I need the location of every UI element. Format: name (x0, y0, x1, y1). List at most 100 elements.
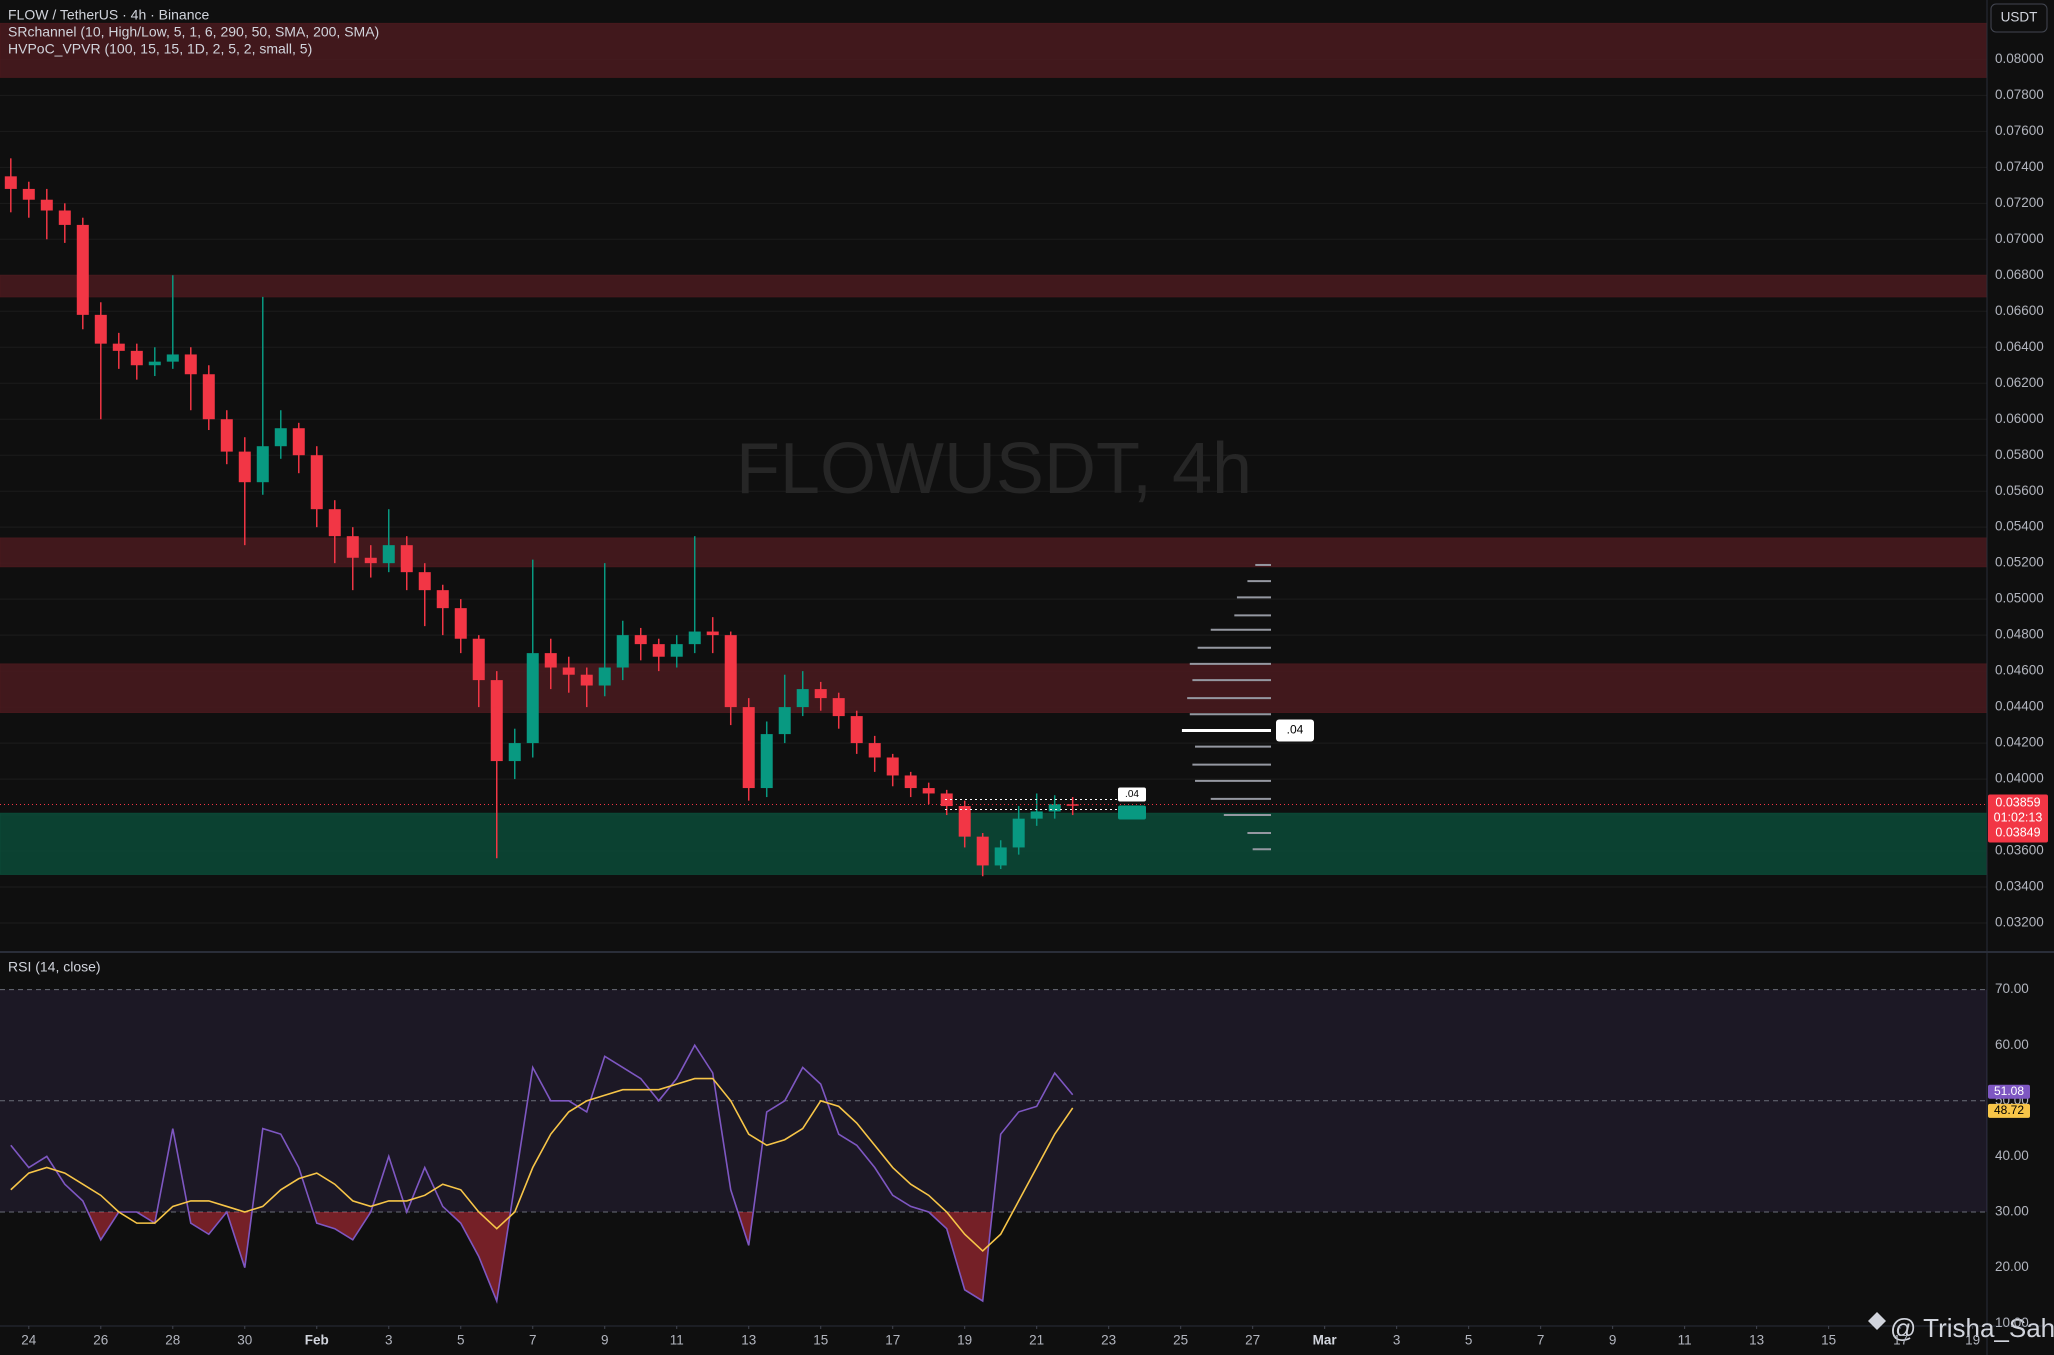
last-price-box (1988, 794, 2048, 843)
candle-body (1030, 811, 1043, 819)
y-tick-label: 40.00 (1995, 1148, 2029, 1163)
candle-body (364, 557, 377, 564)
candle-body (922, 788, 935, 794)
candle-body (904, 775, 917, 789)
y-tick-label: 0.05800 (1995, 447, 2044, 462)
x-tick-label: 15 (1821, 1333, 1836, 1348)
candle-body (670, 644, 683, 657)
x-tick-label: 26 (93, 1333, 108, 1348)
candle-body (112, 343, 125, 351)
poc-label: .04 (1287, 723, 1304, 737)
candle-body (166, 354, 179, 362)
y-tick-label: 0.06600 (1995, 303, 2044, 318)
countdown: 01:02:13 (1994, 811, 2043, 825)
candle-body (994, 847, 1007, 866)
y-tick-label: 0.06800 (1995, 267, 2044, 282)
last-value-box (1988, 1103, 2030, 1118)
candle-body (760, 734, 773, 789)
y-tick-label: 30.00 (1995, 1204, 2029, 1219)
candle-body (598, 667, 611, 686)
candle-body (220, 419, 233, 452)
candle-body (238, 451, 251, 483)
candle-body (616, 635, 629, 668)
y-tick-label: 0.07600 (1995, 123, 2044, 138)
x-tick-label: 17 (885, 1333, 900, 1348)
x-tick-label: 11 (1678, 1333, 1692, 1348)
currency-button[interactable] (1990, 3, 2048, 33)
price-tag: .04 (1125, 789, 1139, 800)
price-pane (0, 22, 1988, 924)
candle-body (418, 572, 431, 591)
x-tick-label: 3 (1393, 1333, 1401, 1348)
y-tick-label: 0.06000 (1995, 411, 2044, 426)
candle-body (454, 608, 467, 639)
candle-body (382, 545, 395, 564)
y-tick-label: 0.03200 (1995, 915, 2044, 930)
candle-body (58, 210, 71, 225)
x-tick-label: 28 (165, 1333, 180, 1348)
candle-body (292, 428, 305, 456)
x-tick-label: Mar (1313, 1333, 1338, 1348)
y-tick-label: 0.08000 (1995, 51, 2044, 66)
candle-body (706, 631, 719, 636)
y-tick-label: 0.06400 (1995, 339, 2044, 354)
candle-body (814, 689, 827, 699)
candle-body (634, 635, 647, 645)
candle-body (184, 354, 197, 375)
x-tick-label: 5 (1465, 1333, 1473, 1348)
x-tick-label: 5 (457, 1333, 465, 1348)
currency-label[interactable]: USDT (2001, 10, 2038, 25)
sr-zone (0, 22, 1988, 78)
candle-body (508, 743, 521, 762)
x-tick-label: 13 (1749, 1333, 1764, 1348)
logo (1868, 1312, 1886, 1330)
x-tick-label: 9 (1609, 1333, 1617, 1348)
candle-body (490, 680, 503, 762)
x-tick-label: 13 (741, 1333, 756, 1348)
candle-body (778, 707, 791, 735)
y-tick-label: 70.00 (1995, 981, 2029, 996)
y-tick-label: 0.03600 (1995, 843, 2044, 858)
x-tick-label: 7 (1537, 1333, 1545, 1348)
poc-label-box (1276, 719, 1314, 742)
candle-body (742, 707, 755, 789)
x-tick-label: 17 (1893, 1333, 1908, 1348)
y-tick-label: 0.07200 (1995, 195, 2044, 210)
oversold-fill (10, 1212, 1073, 1301)
second-price-label: 0.03849 (1995, 826, 2040, 840)
candle-body (652, 644, 665, 657)
sr-zone (0, 663, 1988, 714)
x-tick-label: 19 (957, 1333, 972, 1348)
rsi-line (10, 1077, 1074, 1253)
y-tick-label: 0.07000 (1995, 231, 2044, 246)
x-tick-label: 3 (385, 1333, 393, 1348)
y-tick-label: 60.00 (1995, 1037, 2029, 1052)
indicator-legend: HVPoC_VPVR (100, 15, 15, 1D, 2, 5, 2, sm… (8, 41, 312, 57)
candle-body (580, 674, 593, 686)
x-tick-label: Feb (305, 1333, 329, 1348)
sr-zone (0, 537, 1988, 568)
x-tick-label: 11 (670, 1333, 684, 1348)
candle-body (4, 176, 17, 189)
x-tick-label: 21 (1029, 1333, 1044, 1348)
last-price-label: 0.03859 (1995, 796, 2040, 810)
price-tag-box (1118, 805, 1146, 820)
candle-body (94, 314, 107, 344)
x-tick-label: 27 (1245, 1333, 1260, 1348)
candle-body (958, 806, 971, 837)
x-tick-label: 25 (1173, 1333, 1188, 1348)
candle-body (256, 446, 269, 483)
candle-body (1048, 804, 1061, 812)
credit: @ Trisha_Saha (1890, 1313, 2054, 1343)
sr-zone (0, 812, 1988, 875)
watermark: FLOWUSDT, 4h (736, 429, 1252, 509)
indicator-legend: SRchannel (10, High/Low, 5, 1, 6, 290, 5… (8, 24, 379, 40)
candle-body (832, 698, 845, 717)
last-value-label: 48.72 (1994, 1103, 2024, 1117)
sr-zone (0, 274, 1988, 298)
candle-body (472, 638, 485, 681)
y-tick-label: 0.03400 (1995, 879, 2044, 894)
candle-body (400, 545, 413, 573)
price-tag-box (1118, 787, 1146, 802)
